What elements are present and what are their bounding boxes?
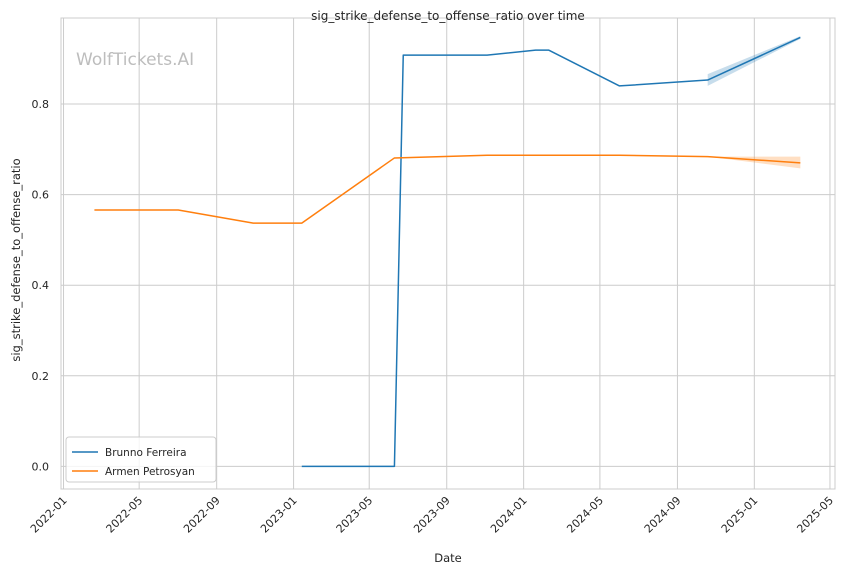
y-tick-label: 0.0 <box>32 460 50 473</box>
x-tick-label: 2025-01 <box>719 494 761 536</box>
x-axis-label: Date <box>434 551 462 565</box>
x-tick-label: 2024-09 <box>642 494 684 536</box>
plot-frame <box>60 17 836 490</box>
legend-label-brunno-ferreira: Brunno Ferreira <box>105 447 187 459</box>
x-tick-label: 2024-05 <box>564 494 606 536</box>
legend-box <box>65 436 217 483</box>
band-armen-petrosyan <box>707 156 801 169</box>
x-tick-label: 2023-05 <box>334 494 376 536</box>
chart-title: sig_strike_defense_to_offense_ratio over… <box>311 9 585 23</box>
legend-label-armen-petrosyan: Armen Petrosyan <box>105 466 195 478</box>
x-tick-labels: 2022-01 2022-05 2022-09 2023-01 2023-05 2023-… <box>28 494 836 536</box>
x-tick-label: 2022-05 <box>104 494 146 536</box>
x-tick-label: 2023-09 <box>411 494 453 536</box>
watermark: WolfTickets.AI <box>76 50 194 70</box>
x-tick-label: 2022-01 <box>28 494 70 536</box>
x-tick-label: 2025-05 <box>794 494 836 536</box>
x-tick-label: 2023-01 <box>258 494 300 536</box>
x-tick-label: 2024-01 <box>488 494 530 536</box>
series-line-armen-petrosyan <box>94 154 801 224</box>
y-tick-label: 0.2 <box>32 370 50 383</box>
legend: Brunno Ferreira Armen Petrosyan <box>65 436 217 483</box>
y-tick-labels: 0.0 0.2 0.4 0.6 0.8 <box>32 98 50 473</box>
y-tick-label: 0.6 <box>32 189 50 202</box>
series-lines <box>94 36 801 468</box>
y-tick-label: 0.8 <box>32 98 50 111</box>
series-line-brunno-ferreira <box>301 36 801 468</box>
x-tick-label: 2022-09 <box>181 494 223 536</box>
y-tick-label: 0.4 <box>32 279 50 292</box>
y-axis-label: sig_strike_defense_to_offense_ratio <box>9 158 23 361</box>
plot-background <box>61 18 835 489</box>
